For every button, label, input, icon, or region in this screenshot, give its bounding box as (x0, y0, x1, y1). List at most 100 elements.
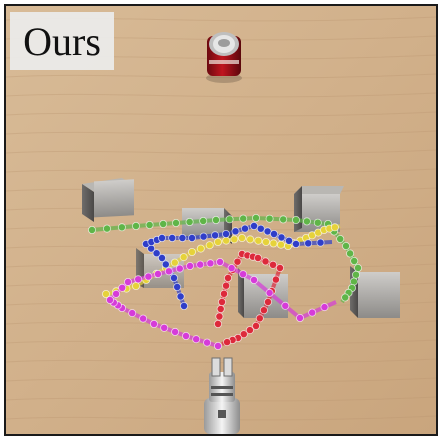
waypoint-green (185, 217, 194, 226)
waypoint-magenta (213, 341, 222, 350)
waypoint-blue (249, 221, 258, 230)
waypoint-yellow (330, 223, 339, 232)
waypoint-green (251, 213, 260, 222)
waypoint-magenta (227, 264, 236, 273)
waypoint-red (219, 289, 228, 298)
waypoint-red (223, 338, 232, 347)
waypoint-yellow (222, 236, 231, 245)
cube-left-back (82, 178, 134, 222)
waypoint-red (245, 326, 254, 335)
waypoint-red (268, 260, 277, 269)
waypoint-green (239, 214, 248, 223)
waypoint-yellow (102, 289, 111, 298)
waypoint-blue (211, 231, 220, 240)
waypoint-green (313, 218, 322, 227)
waypoint-red (216, 304, 225, 313)
waypoint-blue (187, 233, 196, 242)
waypoint-magenta (206, 259, 215, 268)
waypoint-magenta (124, 277, 133, 286)
trajectory-magenta (106, 257, 337, 350)
waypoint-magenta (112, 289, 121, 298)
robot-gripper (204, 357, 240, 434)
waypoint-magenta (160, 323, 169, 332)
method-label-box: Ours (10, 12, 114, 70)
waypoint-green (351, 270, 360, 279)
waypoint-blue (179, 301, 188, 310)
waypoint-magenta (144, 272, 153, 281)
waypoint-blue (178, 233, 187, 242)
waypoint-magenta (249, 275, 258, 284)
waypoint-green (145, 220, 154, 229)
waypoint-yellow (213, 237, 222, 246)
waypoint-magenta (320, 303, 329, 312)
waypoint-green (225, 215, 234, 224)
waypoint-magenta (139, 314, 148, 323)
waypoint-blue (316, 238, 325, 247)
waypoint-magenta (181, 331, 190, 340)
waypoint-yellow (276, 240, 285, 249)
waypoint-yellow (237, 233, 246, 242)
waypoint-red (253, 253, 262, 262)
waypoint-blue (256, 224, 265, 233)
soda-can (206, 32, 242, 83)
waypoint-red (223, 273, 232, 282)
waypoint-green (341, 293, 350, 302)
waypoint-red (215, 312, 224, 321)
waypoint-magenta (134, 275, 143, 284)
waypoint-magenta (185, 261, 194, 270)
waypoint-magenta (295, 313, 304, 322)
waypoint-red (271, 275, 280, 284)
waypoint-red (251, 321, 260, 330)
waypoint-magenta (153, 269, 162, 278)
waypoint-green (117, 223, 126, 232)
waypoint-blue (157, 253, 166, 262)
trajectory-blue (141, 221, 333, 310)
waypoint-blue (284, 236, 293, 245)
simulation-scene (6, 6, 436, 434)
waypoint-red (217, 297, 226, 306)
trajectory-red (213, 249, 284, 347)
waypoint-magenta (265, 288, 274, 297)
waypoint-green (132, 221, 141, 230)
waypoint-red (255, 314, 264, 323)
waypoint-yellow (254, 236, 263, 245)
waypoint-yellow (187, 247, 196, 256)
waypoint-magenta (203, 338, 212, 347)
waypoint-yellow (196, 244, 205, 253)
waypoint-blue (173, 282, 182, 291)
waypoint-green (291, 215, 300, 224)
waypoint-magenta (215, 257, 224, 266)
waypoint-magenta (192, 335, 201, 344)
waypoint-blue (291, 239, 300, 248)
waypoint-magenta (171, 327, 180, 336)
waypoint-magenta (106, 295, 115, 304)
waypoint-green (171, 218, 180, 227)
waypoint-yellow (170, 258, 179, 267)
waypoint-blue (231, 227, 240, 236)
waypoint-yellow (261, 237, 270, 246)
waypoint-green (341, 241, 350, 250)
waypoint-green (199, 216, 208, 225)
waypoint-blue (221, 229, 230, 238)
waypoint-red (263, 297, 272, 306)
waypoint-magenta (308, 308, 317, 317)
waypoint-yellow (230, 235, 239, 244)
waypoint-magenta (281, 301, 290, 310)
waypoint-blue (240, 224, 249, 233)
waypoint-yellow (179, 253, 188, 262)
waypoint-blue (269, 229, 278, 238)
waypoint-magenta (196, 260, 205, 269)
waypoint-green (211, 215, 220, 224)
waypoint-green (353, 263, 362, 272)
waypoint-green (346, 249, 355, 258)
waypoint-red (261, 257, 270, 266)
waypoint-green (336, 234, 345, 243)
waypoint-green (159, 219, 168, 228)
waypoint-green (265, 214, 274, 223)
waypoint-blue (161, 260, 170, 269)
waypoint-yellow (205, 241, 214, 250)
waypoint-green (302, 217, 311, 226)
waypoint-blue (152, 249, 161, 258)
waypoint-magenta (175, 264, 184, 273)
waypoint-red (239, 330, 248, 339)
